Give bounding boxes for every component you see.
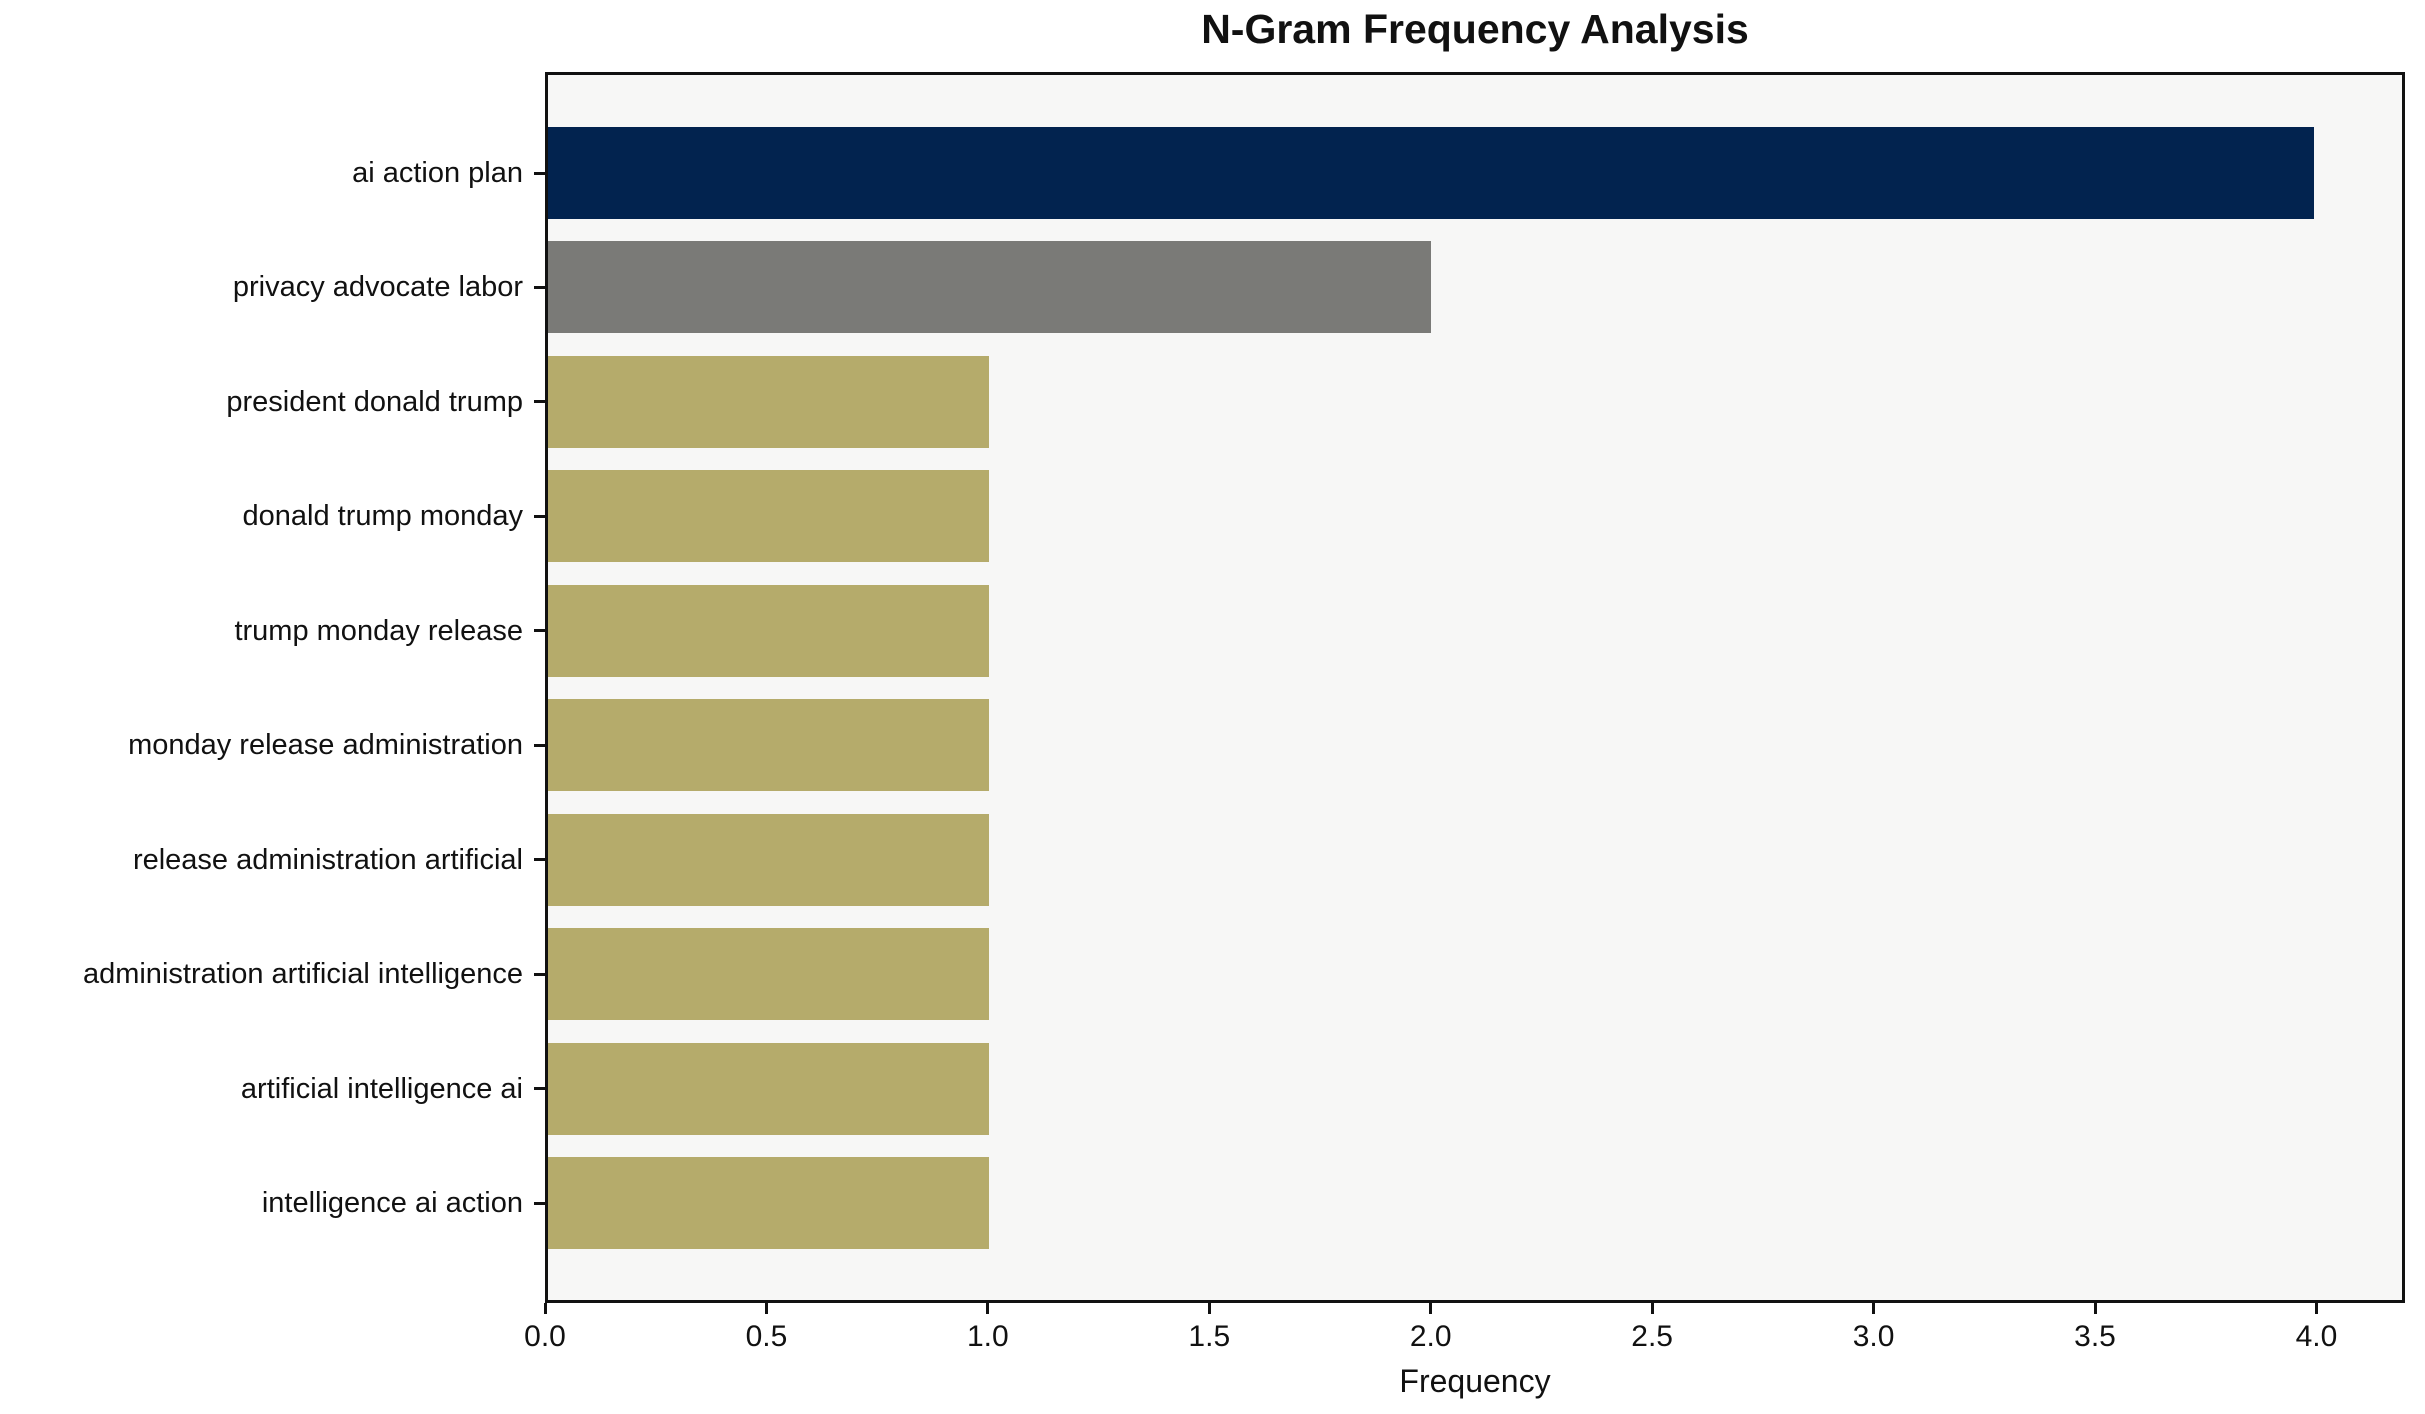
bar-donald-trump-monday [548,470,990,563]
y-tick-mark [534,972,545,976]
y-tick-mark [534,171,545,175]
y-tick-label: trump monday release [234,614,523,647]
bar-administration-artificial-intelligence [548,928,990,1021]
y-tick-mark [534,285,545,289]
x-tick-label: 0.5 [745,1320,788,1353]
x-tick-label: 4.0 [2295,1320,2338,1353]
bar-trump-monday-release [548,584,990,677]
x-tick-label: 1.5 [1188,1320,1231,1353]
y-tick-label: intelligence ai action [261,1187,523,1220]
bar-privacy-advocate-labor [548,241,1431,334]
y-tick-mark [534,514,545,518]
x-tick-label: 2.5 [1631,1320,1673,1353]
bar-artificial-intelligence-ai [548,1042,990,1135]
y-tick-label: ai action plan [352,157,523,189]
x-tick-mark [2093,1303,2097,1314]
x-tick-label: 3.0 [1852,1320,1895,1353]
bar-intelligence-ai-action [548,1157,990,1250]
x-axis-label: Frequency [1399,1363,1551,1399]
x-tick-mark [1872,1303,1876,1314]
chart-title: N-Gram Frequency Analysis [1201,6,1749,52]
y-tick-label: administration artificial intelligence [82,958,523,991]
x-tick-label: 3.5 [2074,1320,2116,1353]
y-tick-mark [534,1087,545,1091]
x-tick-mark [986,1303,990,1314]
bar-ai-action-plan [548,127,2314,219]
x-tick-mark [1207,1303,1211,1314]
y-tick-label: artificial intelligence ai [240,1072,523,1105]
y-tick-label: release administration artificial [132,843,523,876]
y-tick-mark [534,400,545,404]
bar-president-donald-trump [548,355,990,448]
plot-area [545,72,2405,1303]
x-tick-label: 1.0 [966,1320,1009,1353]
x-tick-mark [1429,1303,1433,1314]
y-tick-label: president donald trump [226,385,523,418]
bar-release-administration-artificial [548,813,990,906]
x-tick-mark [764,1303,768,1314]
y-tick-label: monday release administration [128,729,523,762]
y-tick-label: privacy advocate labor [232,271,523,304]
y-tick-label: donald trump monday [242,500,524,533]
x-tick-mark [543,1303,547,1314]
x-tick-label: 2.0 [1409,1320,1452,1353]
x-tick-mark [1650,1303,1654,1314]
y-tick-mark [534,1201,545,1205]
bar-monday-release-administration [548,699,990,792]
y-tick-mark [534,858,545,862]
x-tick-label: 0.0 [524,1320,566,1353]
y-tick-mark [534,629,545,633]
y-tick-mark [534,743,545,747]
x-tick-mark [2314,1303,2318,1314]
